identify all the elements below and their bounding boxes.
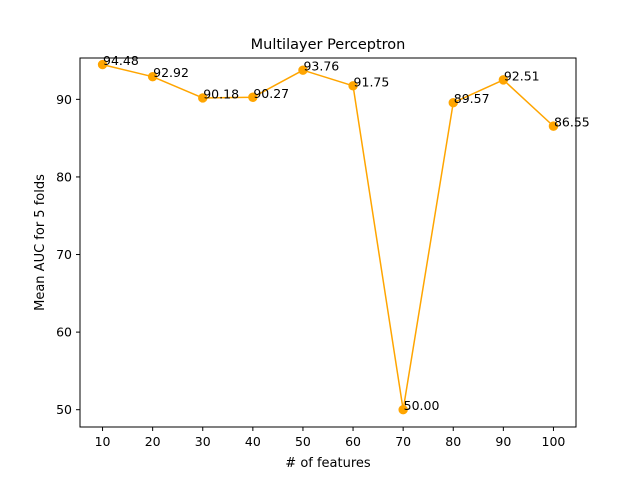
x-tick-label: 100 bbox=[542, 434, 566, 449]
data-point bbox=[548, 121, 559, 131]
data-label: 92.92 bbox=[153, 65, 189, 80]
y-tick-label: 90 bbox=[56, 92, 72, 107]
data-point bbox=[498, 75, 509, 85]
x-tick-label: 50 bbox=[295, 434, 311, 449]
x-tick-label: 90 bbox=[495, 434, 511, 449]
y-tick-label: 60 bbox=[56, 325, 72, 340]
data-point bbox=[448, 97, 458, 108]
data-point bbox=[198, 93, 208, 103]
x-tick-label: 30 bbox=[195, 434, 211, 449]
series-line bbox=[102, 63, 554, 411]
y-axis-label: Mean AUC for 5 folds bbox=[33, 174, 48, 311]
data-point bbox=[298, 65, 308, 75]
x-tick-label: 10 bbox=[95, 434, 111, 449]
data-point bbox=[398, 404, 408, 415]
data-point bbox=[147, 71, 158, 82]
data-label: 91.75 bbox=[354, 74, 390, 89]
x-tick-label: 60 bbox=[345, 434, 361, 449]
plot-marks: 10 20 30 40 50 60 70 80 90 100 50 60 70 80 90 94.48 92.9… bbox=[56, 53, 590, 449]
data-point bbox=[248, 92, 258, 102]
x-tick-label: 40 bbox=[245, 434, 261, 449]
x-tick-label: 70 bbox=[395, 434, 411, 449]
plot-frame bbox=[79, 57, 577, 428]
data-label: 92.51 bbox=[504, 68, 540, 83]
x-tick-label: 80 bbox=[445, 434, 461, 449]
chart-title: Multilayer Perceptron bbox=[251, 37, 406, 53]
data-label: 90.27 bbox=[253, 86, 289, 101]
data-label: 90.18 bbox=[203, 86, 239, 101]
y-tick-label: 50 bbox=[56, 402, 72, 417]
y-tick-label: 80 bbox=[56, 169, 72, 184]
x-axis-label: # of features bbox=[285, 456, 371, 471]
data-label: 86.55 bbox=[554, 115, 590, 130]
data-label: 93.76 bbox=[303, 59, 339, 74]
x-tick-label: 20 bbox=[145, 434, 161, 449]
y-tick-label: 70 bbox=[56, 247, 72, 262]
data-label: 94.48 bbox=[103, 53, 139, 68]
data-label: 89.57 bbox=[454, 91, 490, 106]
data-point bbox=[97, 59, 108, 70]
data-point bbox=[348, 81, 358, 91]
data-label: 50.00 bbox=[404, 398, 440, 413]
